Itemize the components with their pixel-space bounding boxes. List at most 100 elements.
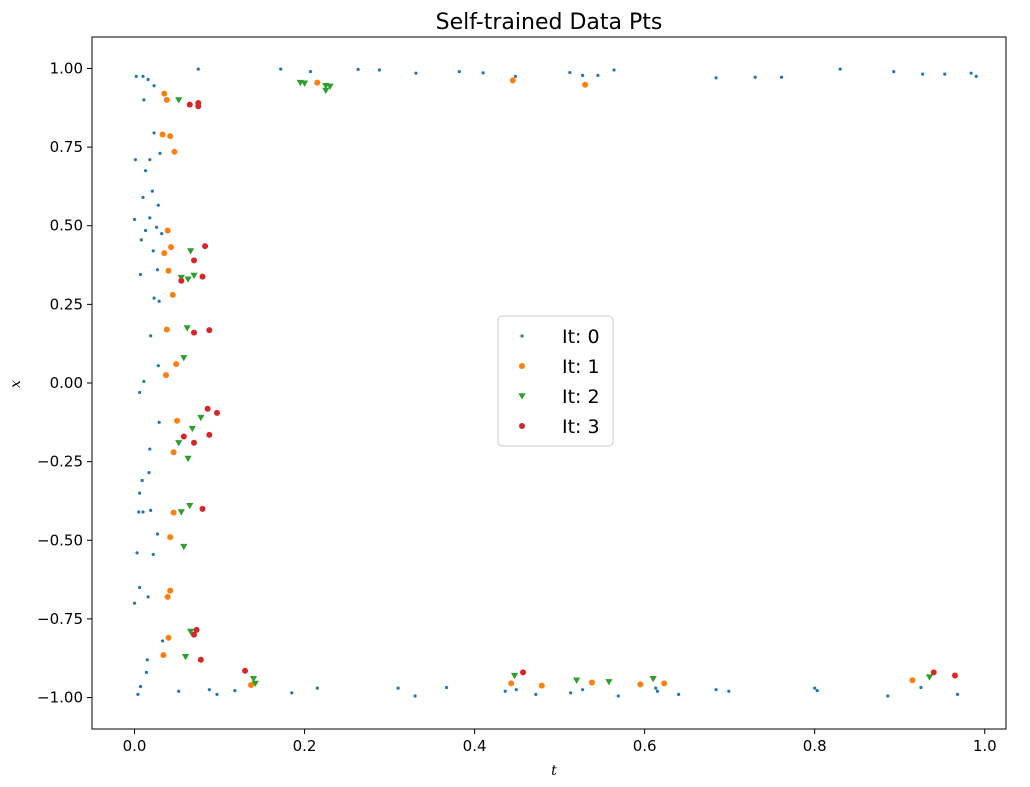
data-point [156,364,160,368]
data-point [148,158,152,162]
data-point [152,131,156,135]
data-point [661,680,668,687]
data-point [152,296,156,300]
data-point [396,686,400,690]
data-point [163,326,170,333]
data-point [815,689,819,693]
data-point [143,169,148,173]
data-point [481,71,485,75]
data-point [196,67,200,71]
data-points [132,67,978,698]
y-tick-label: −0.75 [37,610,83,628]
data-point [190,272,198,280]
series-it-0 [132,67,978,698]
data-point [160,652,167,659]
data-point [159,131,166,138]
data-point [163,96,170,103]
data-point [183,325,191,332]
data-point [714,688,718,692]
data-point [921,72,925,76]
data-point [161,250,168,257]
data-point [605,679,613,686]
data-point [138,272,143,277]
plot-frame [91,36,1007,730]
data-point [186,502,194,510]
data-point [580,73,585,77]
data-point [137,510,141,514]
data-point [162,372,169,379]
data-point [167,587,174,594]
data-point [919,685,923,690]
x-tick-label: 0.4 [463,737,487,755]
data-point [138,585,142,590]
legend-label: It: 1 [562,356,600,378]
data-point [134,74,138,78]
x-tick-label: 0.6 [633,737,657,755]
data-point [580,688,585,692]
legend-marker [520,334,524,338]
data-point [612,68,616,72]
data-point [157,420,161,424]
data-point [202,243,209,250]
data-point [158,151,162,155]
data-point [206,431,213,438]
data-point [178,277,185,284]
data-point [167,534,174,541]
series-it-3 [178,100,958,679]
x-tick-label: 0.0 [123,737,147,755]
data-point [165,634,172,641]
data-point [414,71,418,75]
data-point [573,677,581,684]
data-point [187,248,195,255]
data-point [141,74,145,78]
data-point [146,595,150,599]
data-point [174,417,181,424]
legend-marker [519,423,525,429]
data-point [813,686,817,690]
data-point [300,80,309,87]
data-point [925,674,934,681]
data-point [175,440,183,447]
data-point [175,97,183,104]
data-point [909,677,916,684]
data-point [151,249,155,253]
y-tick-label: −0.50 [37,531,83,549]
data-point [132,217,137,222]
data-point [199,273,206,280]
chart-title: Self-trained Data Pts [436,10,663,35]
series-it-2 [175,79,934,687]
data-point [133,158,137,162]
data-point [199,505,206,512]
data-point [215,692,219,697]
data-point [138,684,143,689]
y-tick-label: 0.50 [50,217,83,235]
data-point [155,225,159,229]
legend-label: It: 3 [562,416,600,438]
data-point [322,87,330,95]
data-point [136,692,140,697]
data-point [180,433,187,440]
data-point [193,626,200,633]
y-tick-label: 1.00 [50,59,83,77]
data-point [141,195,145,200]
y-tick-label: −0.25 [37,453,83,471]
data-point [753,75,757,79]
data-point [955,692,960,697]
x-tick-label: 1.0 [973,737,997,755]
data-point [147,471,151,475]
data-point [180,355,188,362]
data-point [142,98,146,102]
data-point [655,689,660,693]
data-point [509,77,516,84]
data-point [197,656,204,663]
data-point [149,508,153,512]
data-point [654,686,658,690]
data-point [146,77,150,82]
data-point [356,67,360,71]
data-point [315,686,319,690]
data-point [637,681,644,688]
data-point [135,551,139,555]
data-point [177,689,181,693]
data-point [149,334,153,338]
